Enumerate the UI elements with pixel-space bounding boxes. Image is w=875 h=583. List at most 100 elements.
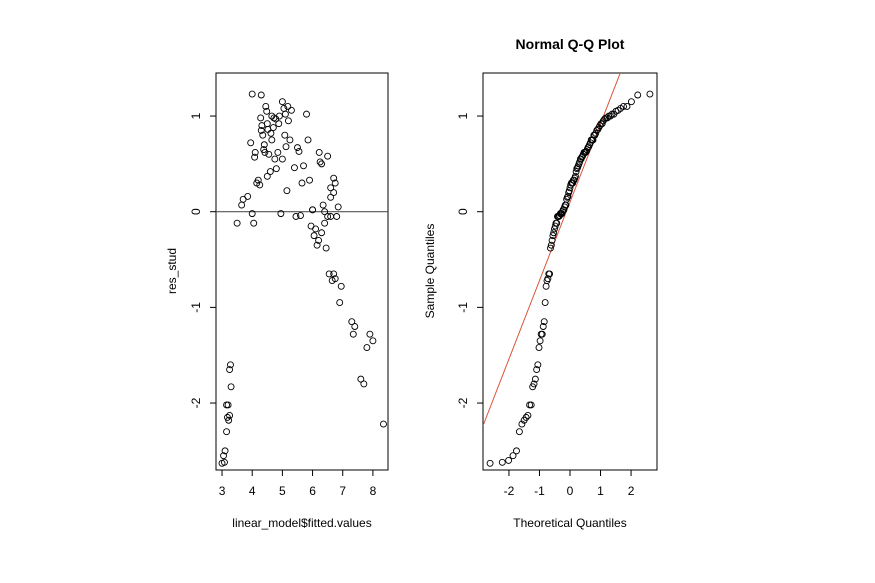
- qq-data-point: [606, 112, 614, 120]
- residual-plot-frame: [215, 72, 389, 471]
- residual-data-point: [251, 148, 259, 156]
- residual-data-point: [319, 201, 327, 209]
- residual-data-point: [281, 131, 289, 139]
- residual-data-point: [275, 120, 283, 128]
- qq-plot-x-label: Theoretical Quantiles: [513, 516, 626, 530]
- qq-data-point: [571, 172, 579, 180]
- qq-plot-y-label: Sample Quantiles: [423, 224, 437, 319]
- residual-data-point: [267, 129, 275, 137]
- residual-data-point: [284, 117, 292, 125]
- residual-x-tick-label: 8: [370, 484, 377, 498]
- residual-data-point: [337, 282, 345, 290]
- residual-data-point: [357, 375, 365, 383]
- residual-data-point: [287, 106, 295, 114]
- qq-data-point: [531, 375, 539, 383]
- qq-plot-panel: Normal Q-Q Plot Theoretical Quantiles Sa…: [423, 36, 658, 530]
- residual-data-point: [369, 337, 377, 345]
- qq-data-point: [592, 129, 600, 137]
- residual-x-tick-label: 4: [249, 484, 256, 498]
- qq-data-point: [540, 318, 548, 326]
- residual-data-point: [262, 103, 270, 110]
- residual-data-point: [282, 143, 290, 151]
- residual-data-point: [292, 213, 300, 220]
- residual-data-point: [226, 366, 234, 374]
- residual-data-point: [331, 179, 339, 187]
- residual-data-point: [223, 428, 231, 436]
- residual-data-point: [260, 141, 268, 149]
- qq-data-point: [534, 361, 542, 369]
- residual-data-point: [349, 330, 357, 338]
- residual-data-point: [310, 232, 318, 240]
- residual-data-point: [327, 213, 335, 220]
- residual-data-point: [266, 168, 274, 175]
- residual-plot-y-label: res_stud: [165, 248, 179, 294]
- qq-data-point: [646, 90, 654, 98]
- residual-data-point: [248, 90, 256, 98]
- qq-data-point: [547, 241, 555, 249]
- qq-reference-line: [483, 73, 621, 426]
- residual-data-point: [220, 452, 227, 460]
- qq-data-point: [541, 299, 549, 307]
- residual-data-point: [300, 162, 307, 170]
- residual-plot-panel: linear_model$fitted.values res_stud 3 4 5 6…: [165, 72, 389, 530]
- qq-x-tick-label: -1: [534, 484, 545, 498]
- qq-y-tick-label: -1: [456, 302, 470, 313]
- residual-data-point: [351, 323, 359, 330]
- residual-data-point: [331, 275, 339, 283]
- residual-data-point: [257, 126, 265, 134]
- residual-data-point: [360, 380, 368, 388]
- qq-data-point: [553, 219, 561, 227]
- residual-data-point: [221, 447, 229, 455]
- residual-data-point: [263, 120, 271, 128]
- qq-x-tick-label: -2: [504, 484, 515, 498]
- residual-data-point: [336, 299, 344, 307]
- qq-x-tick-label: 1: [597, 484, 604, 498]
- qq-data-point: [539, 323, 547, 330]
- residual-data-point: [225, 416, 233, 424]
- residual-data-point: [254, 176, 262, 184]
- residual-data-point: [263, 172, 271, 180]
- residual-data-point: [286, 136, 294, 144]
- residual-data-point: [304, 136, 312, 144]
- residual-data-point: [223, 401, 231, 409]
- residual-x-tick-label: 5: [279, 484, 286, 498]
- residual-data-point: [333, 213, 341, 220]
- qq-data-point: [544, 275, 552, 283]
- residual-data-point: [250, 219, 258, 227]
- qq-data-point: [563, 193, 571, 201]
- residual-y-tick-label: -1: [189, 302, 203, 313]
- residual-data-point: [261, 148, 269, 156]
- residual-data-point: [366, 330, 374, 338]
- qq-data-point: [542, 282, 550, 290]
- qq-data-point: [538, 330, 546, 338]
- qq-data-point: [596, 122, 604, 130]
- residual-data-point: [315, 148, 323, 156]
- residual-data-point: [318, 229, 326, 237]
- residual-data-point: [313, 241, 321, 249]
- qq-data-point: [533, 366, 541, 374]
- residual-x-tick-label: 3: [219, 484, 226, 498]
- residual-data-point: [297, 212, 304, 219]
- residual-data-point: [298, 179, 306, 187]
- residual-data-point: [268, 112, 276, 120]
- residual-data-point: [248, 210, 256, 218]
- qq-data-point: [530, 380, 538, 388]
- residual-data-point: [312, 225, 320, 233]
- residual-data-point: [284, 103, 292, 110]
- qq-data-point: [549, 232, 557, 240]
- residual-data-point: [294, 144, 301, 152]
- residual-data-point: [259, 131, 267, 139]
- qq-data-point: [513, 447, 520, 455]
- qq-y-tick-label: -2: [456, 397, 470, 408]
- residual-data-point: [322, 244, 330, 252]
- qq-data-point: [515, 428, 523, 436]
- residual-data-point: [233, 219, 241, 227]
- residual-data-point: [334, 203, 342, 211]
- residual-data-point: [315, 236, 323, 244]
- residual-data-point: [227, 361, 234, 369]
- qq-data-point: [546, 270, 554, 278]
- residual-data-point: [281, 110, 289, 118]
- residual-data-point: [227, 383, 235, 391]
- qq-data-point: [550, 229, 558, 237]
